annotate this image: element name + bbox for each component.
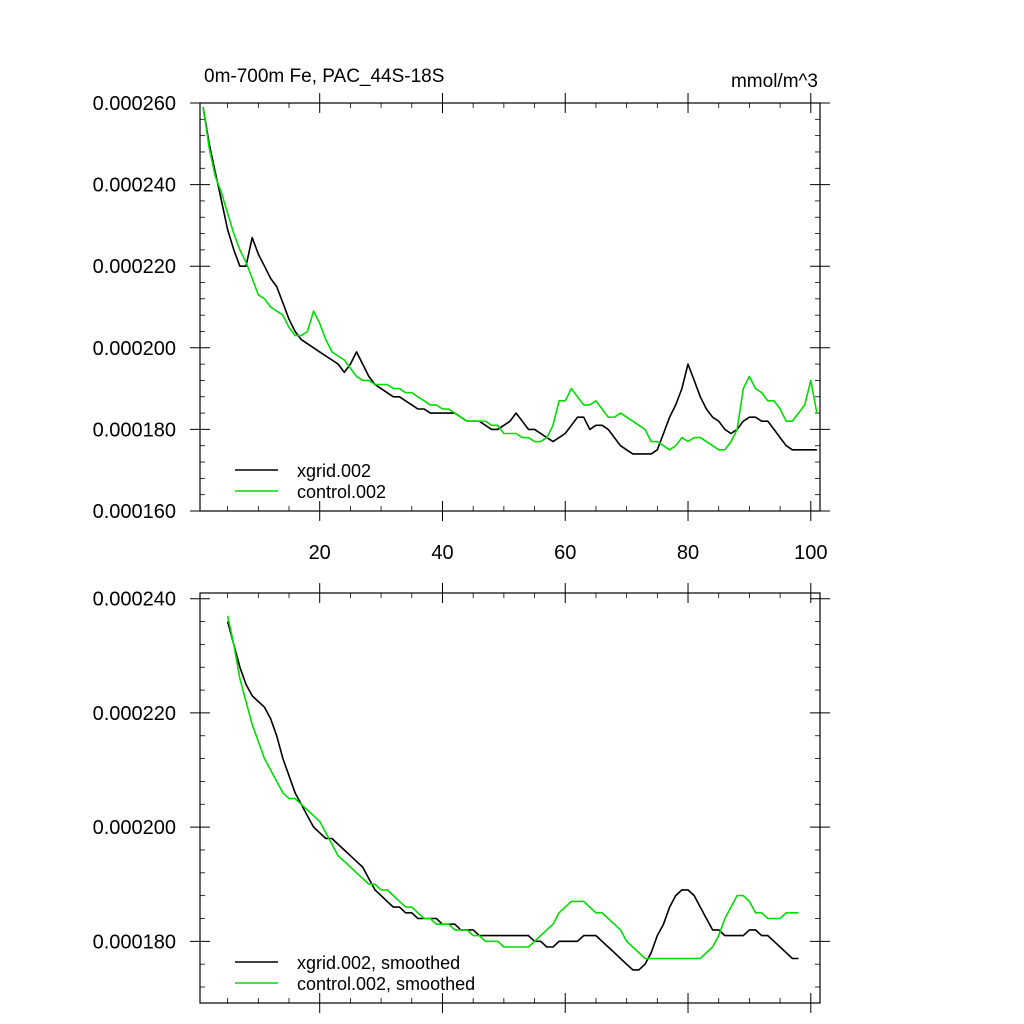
units-label: mmol/m^3 [731,71,818,92]
y-tick-label: 0.000260 [93,93,176,115]
y-tick-label: 0.000200 [93,338,176,360]
y-tick-label: 0.000180 [93,931,176,953]
x-tick-label: 100 [794,542,827,564]
y-tick-label: 0.000240 [93,175,176,197]
y-tick-label: 0.000180 [93,419,176,441]
y-tick-label: 0.000240 [93,589,176,611]
bottom-panel: 0.000180 0.000200 0.000220 0.000240 xgrid.00… [93,583,830,1013]
y-tick-label: 0.000220 [93,256,176,278]
series-line-control-002 [202,106,818,451]
legend-label: xgrid.002 [297,461,371,481]
x-tick-label: 40 [431,542,453,564]
legend-label: xgrid.002, smoothed [297,953,460,973]
plot-frame [199,102,821,512]
series-line-xgrid-002 [202,106,817,455]
legend-label: control.002, smoothed [297,974,475,994]
series-line-xgrid-002 [226,621,799,971]
legend-label: control.002 [297,482,386,502]
chart-title: 0m-700m Fe, PAC_44S-18S [204,66,444,87]
y-tick-label: 0.000200 [93,817,176,839]
y-tick-label: 0.000160 [93,501,176,523]
plot-frame [199,592,821,1004]
x-tick-label: 60 [554,542,576,564]
x-tick-label: 80 [677,542,699,564]
y-tick-label: 0.000220 [93,703,176,725]
top-panel: 20 40 60 80 100 0.000160 0.000180 0.000200 0.000… [93,66,830,564]
x-tick-label: 20 [309,542,331,564]
series-line-control-002 [226,615,799,960]
